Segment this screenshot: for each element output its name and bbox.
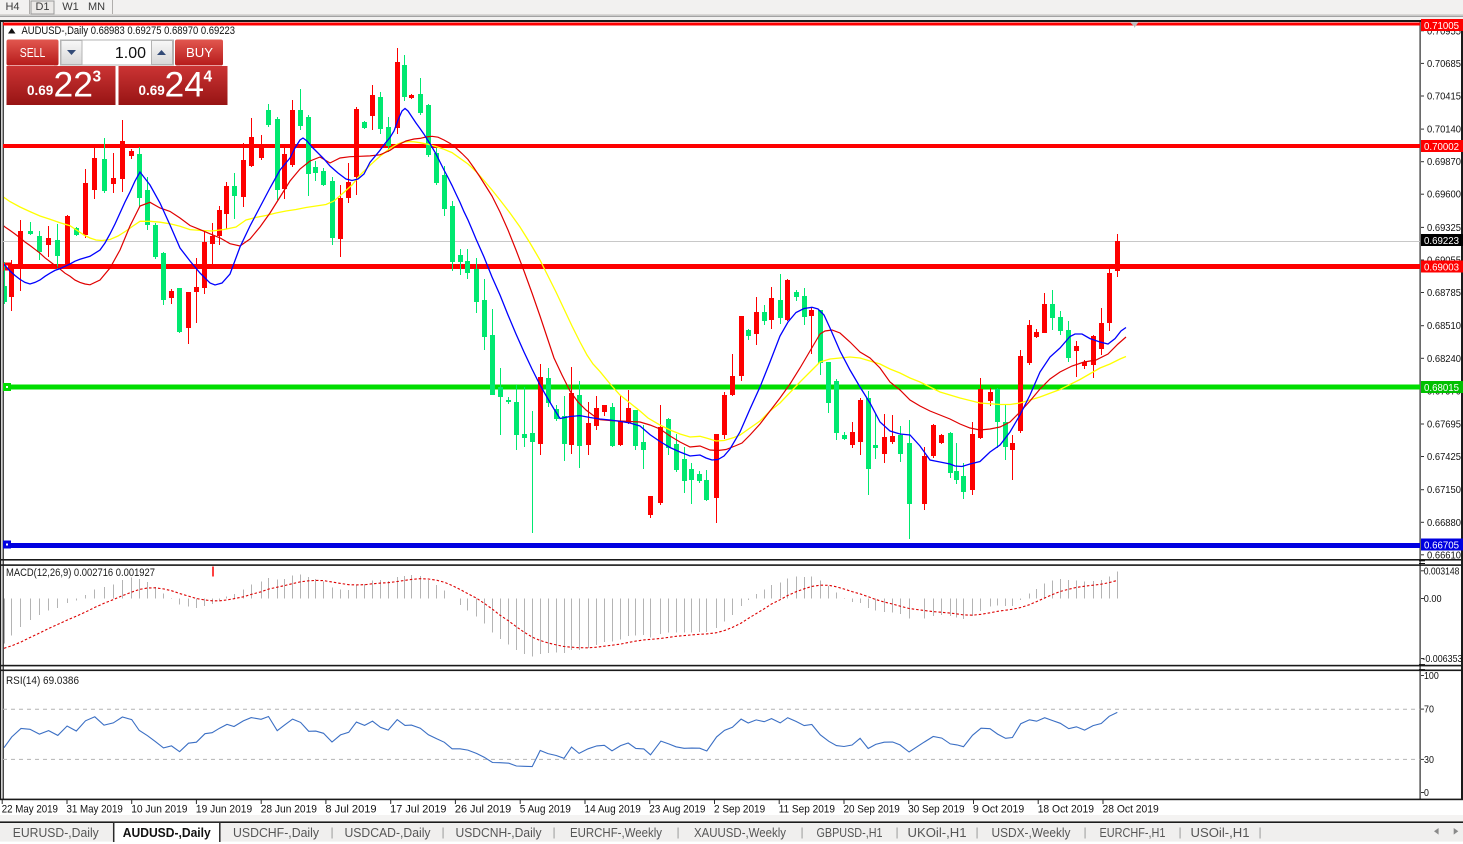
svg-text:5 Aug 2019: 5 Aug 2019 (520, 804, 571, 816)
svg-text:USDCNH-,Daily: USDCNH-,Daily (456, 825, 542, 840)
svg-text:AUDUSD-,Daily: AUDUSD-,Daily (123, 825, 212, 840)
svg-text:MACD(12,26,9) 0.002716 0.00192: MACD(12,26,9) 0.002716 0.001927 (6, 567, 155, 579)
svg-text:31 May 2019: 31 May 2019 (67, 804, 123, 816)
svg-text:AUDUSD-,Daily 0.68983 0.69275: AUDUSD-,Daily 0.68983 0.69275 0.68970 0.… (22, 25, 236, 37)
svg-text:0: 0 (1424, 787, 1429, 799)
svg-text:0.003148: 0.003148 (1424, 565, 1460, 577)
svg-text:22 May 2019: 22 May 2019 (2, 804, 58, 816)
svg-text:17 Jul 2019: 17 Jul 2019 (390, 804, 446, 816)
svg-text:0.70002: 0.70002 (1424, 141, 1459, 153)
svg-text:0.68510: 0.68510 (1427, 320, 1461, 332)
svg-text:2 Sep 2019: 2 Sep 2019 (714, 804, 765, 816)
svg-text:SELL: SELL (20, 45, 46, 60)
svg-text:10 Jun 2019: 10 Jun 2019 (131, 804, 187, 816)
svg-text:0.69: 0.69 (27, 83, 53, 98)
svg-text:0.71005: 0.71005 (1424, 20, 1459, 32)
svg-text:XAUUSD-,Weekly: XAUUSD-,Weekly (694, 825, 786, 840)
svg-text:0.70140: 0.70140 (1427, 124, 1461, 136)
svg-text:0.69325: 0.69325 (1427, 222, 1461, 234)
svg-text:|: | (676, 825, 679, 839)
svg-text:100: 100 (1424, 670, 1439, 682)
svg-text:0.67425: 0.67425 (1427, 451, 1461, 463)
svg-text:USOil-,H1: USOil-,H1 (1191, 825, 1250, 840)
svg-text:|: | (895, 825, 898, 839)
svg-text:USDCHF-,Daily: USDCHF-,Daily (233, 825, 319, 840)
svg-text:28 Oct 2019: 28 Oct 2019 (1103, 804, 1159, 816)
svg-text:GBPUSD-,H1: GBPUSD-,H1 (817, 825, 883, 840)
svg-text:14 Aug 2019: 14 Aug 2019 (585, 804, 641, 816)
svg-text:0.68240: 0.68240 (1427, 353, 1461, 365)
svg-text:20 Sep 2019: 20 Sep 2019 (844, 804, 900, 816)
svg-text:0.66610: 0.66610 (1427, 549, 1461, 561)
svg-text:9 Oct 2019: 9 Oct 2019 (973, 804, 1024, 816)
svg-text:|: | (441, 825, 444, 839)
svg-text:|: | (975, 825, 978, 839)
svg-text:1.00: 1.00 (115, 45, 146, 62)
svg-text:22: 22 (54, 65, 94, 105)
svg-text:8 Jul 2019: 8 Jul 2019 (325, 804, 376, 816)
svg-text:-0.006353: -0.006353 (1422, 653, 1462, 665)
svg-text:0.67695: 0.67695 (1427, 419, 1461, 431)
svg-text:30: 30 (1424, 754, 1434, 766)
svg-text:0.00: 0.00 (1424, 593, 1442, 605)
svg-text:|: | (1178, 825, 1181, 839)
svg-text:3: 3 (93, 69, 102, 86)
svg-text:4: 4 (204, 69, 213, 86)
svg-text:0.66880: 0.66880 (1427, 517, 1461, 529)
svg-text:D1: D1 (35, 1, 49, 13)
svg-text:BUY: BUY (186, 45, 213, 60)
svg-text:UKOil-,H1: UKOil-,H1 (908, 825, 967, 840)
svg-text:USDCAD-,Daily: USDCAD-,Daily (345, 825, 431, 840)
svg-text:18 Oct 2019: 18 Oct 2019 (1038, 804, 1094, 816)
svg-text:0.69600: 0.69600 (1427, 189, 1461, 201)
svg-text:19 Jun 2019: 19 Jun 2019 (196, 804, 252, 816)
svg-text:USDX-,Weekly: USDX-,Weekly (992, 825, 1071, 840)
svg-text:EURCHF-,H1: EURCHF-,H1 (1100, 825, 1166, 840)
svg-text:11 Sep 2019: 11 Sep 2019 (779, 804, 835, 816)
svg-text:|: | (1083, 825, 1086, 839)
svg-text:0.70415: 0.70415 (1427, 91, 1461, 103)
svg-text:0.67150: 0.67150 (1427, 484, 1461, 496)
svg-text:|: | (1258, 825, 1261, 839)
svg-text:MN: MN (88, 1, 105, 13)
svg-text:|: | (552, 825, 555, 839)
svg-text:0.69: 0.69 (139, 83, 165, 98)
svg-text:0.66705: 0.66705 (1424, 539, 1459, 551)
svg-text:W1: W1 (62, 1, 79, 13)
svg-text:28 Jun 2019: 28 Jun 2019 (261, 804, 317, 816)
svg-text:EURUSD-,Daily: EURUSD-,Daily (13, 825, 99, 840)
svg-text:23 Aug 2019: 23 Aug 2019 (649, 804, 705, 816)
svg-text:H4: H4 (5, 1, 19, 13)
svg-text:0.68785: 0.68785 (1427, 287, 1461, 299)
svg-text:0.69870: 0.69870 (1427, 156, 1461, 168)
svg-text:|: | (330, 825, 333, 839)
svg-text:RSI(14) 69.0386: RSI(14) 69.0386 (6, 675, 79, 687)
svg-text:26 Jul 2019: 26 Jul 2019 (455, 804, 511, 816)
svg-text:70: 70 (1424, 704, 1434, 716)
svg-text:0.69223: 0.69223 (1424, 235, 1459, 247)
svg-text:|: | (800, 825, 803, 839)
svg-text:30 Sep 2019: 30 Sep 2019 (908, 804, 964, 816)
svg-text:0.70685: 0.70685 (1427, 58, 1461, 70)
svg-text:0.68015: 0.68015 (1424, 382, 1459, 394)
svg-text:EURCHF-,Weekly: EURCHF-,Weekly (570, 825, 662, 840)
svg-text:24: 24 (165, 65, 205, 105)
svg-text:0.69003: 0.69003 (1424, 261, 1459, 273)
